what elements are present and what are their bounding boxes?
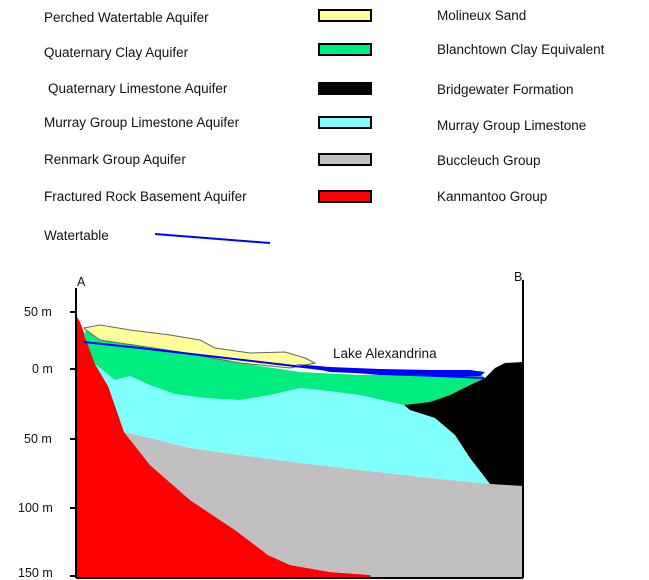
depth-label-0: 0 m: [32, 362, 53, 376]
legend-label-quaternary-clay: Quaternary Clay Aquifer: [44, 45, 189, 60]
layer-buccleuch-group: [124, 432, 523, 578]
geologic-cross-section: [70, 280, 524, 579]
layer-bridgewater-formation: [404, 362, 523, 486]
layer-fractured-rock-basement: [76, 315, 372, 578]
layer-murray-group-limestone: [95, 364, 490, 484]
depth-label-50-down: 50 m: [24, 432, 52, 446]
legend-label-renmark: Renmark Group Aquifer: [44, 152, 186, 167]
legend-swatch-fractured-rock: [318, 190, 372, 203]
formation-label-buccleuch: Buccleuch Group: [437, 153, 541, 168]
depth-label-100: 100 m: [18, 501, 53, 515]
legend-watertable-line: [154, 233, 271, 244]
formation-label-kanmantoo: Kanmantoo Group: [437, 189, 548, 204]
legend-swatch-murray-group: [318, 116, 372, 129]
legend-label-watertable: Watertable: [44, 228, 109, 243]
lake-alexandrina: [295, 364, 485, 376]
formation-label-blanchtown: Blanchtown Clay Equivalent: [437, 42, 605, 57]
formation-label-murray-limestone: Murray Group Limestone: [437, 118, 587, 133]
layer-blanchtown-clay: [84, 330, 485, 405]
legend-swatch-perched: [318, 9, 372, 22]
section-start-label: A: [77, 275, 86, 289]
layer-molineux-sand: [82, 324, 317, 369]
legend-swatch-quaternary-limestone: [318, 82, 372, 95]
legend-swatch-quaternary-clay: [318, 43, 372, 56]
formation-label-bridgewater: Bridgewater Formation: [437, 82, 574, 97]
legend-label-murray-group: Murray Group Limestone Aquifer: [44, 115, 240, 130]
legend-label-fractured-rock: Fractured Rock Basement Aquifer: [44, 189, 247, 204]
lake-alexandrina-label: Lake Alexandrina: [333, 346, 437, 361]
watertable-line: [83, 341, 485, 379]
depth-label-50-up: 50 m: [24, 305, 52, 319]
legend-swatch-renmark: [318, 153, 372, 166]
formation-label-molineux: Molineux Sand: [437, 8, 527, 23]
depth-label-150: 150 m: [18, 566, 53, 580]
section-end-label: B: [514, 270, 523, 284]
legend-label-quaternary-limestone: Quaternary Limestone Aquifer: [48, 81, 228, 96]
legend-label-perched: Perched Watertable Aquifer: [44, 10, 209, 25]
